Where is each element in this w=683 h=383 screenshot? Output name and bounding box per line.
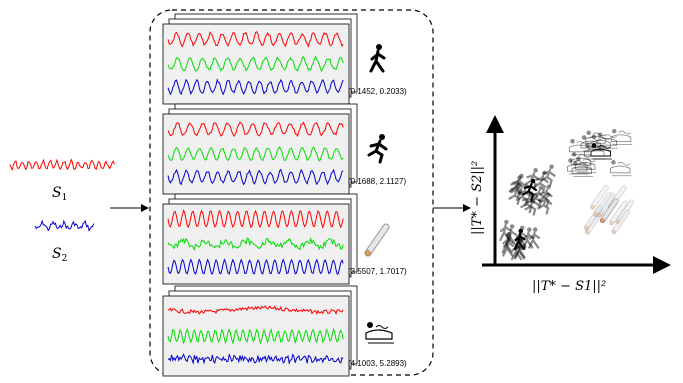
input-signal-s1 xyxy=(9,158,115,171)
running-person-icon xyxy=(537,184,553,207)
running-person-icon xyxy=(533,170,549,193)
sleep-cluster xyxy=(567,128,633,177)
run-cluster xyxy=(508,164,556,216)
channel-trace xyxy=(167,31,344,48)
rolling-pin-icon xyxy=(364,223,390,257)
channel-trace xyxy=(167,55,344,73)
channel-trace xyxy=(167,209,344,229)
walking-person-icon xyxy=(369,44,386,73)
rolling-pin-icon xyxy=(589,184,609,210)
sample-coords: (0.1452, 0.2033) xyxy=(348,87,407,96)
rolling-pin-icon xyxy=(615,199,635,225)
walking-person-icon xyxy=(504,224,517,246)
walking-person-icon xyxy=(499,219,512,242)
channel-trace xyxy=(167,305,344,316)
s2-waveform xyxy=(34,219,95,232)
sleeping-person-icon xyxy=(570,152,593,169)
running-person-icon xyxy=(540,164,556,187)
walking-person-icon xyxy=(502,235,515,257)
sample-coords: (4.1003, 5.2893) xyxy=(348,359,407,368)
walk-cluster xyxy=(499,219,541,261)
rolling-pin-icon xyxy=(593,192,612,218)
rolling-pin-cluster xyxy=(583,184,635,235)
running-person-icon xyxy=(522,178,538,201)
channel-trace xyxy=(167,168,344,186)
sleeping-person-icon xyxy=(365,322,394,344)
running-person-icon xyxy=(537,192,553,215)
s1-waveform xyxy=(9,158,115,171)
rolling-pin-icon xyxy=(599,198,619,224)
sleeping-person-icon xyxy=(590,134,612,151)
sleeping-person-icon xyxy=(610,160,632,177)
walking-person-icon xyxy=(501,232,514,254)
sleeping-person-icon xyxy=(571,160,594,177)
sleeping-person-icon xyxy=(567,158,589,175)
channel-trace xyxy=(167,146,344,162)
s2-label: S2 xyxy=(52,246,67,264)
sleeping-person-icon xyxy=(569,139,591,156)
running-person-icon xyxy=(529,185,545,208)
y-axis-label: ||T* − S2||² xyxy=(470,161,485,235)
walking-person-icon xyxy=(522,227,535,249)
rolling-pin-icon xyxy=(583,205,603,231)
rolling-pin-icon xyxy=(596,192,615,218)
running-person-icon xyxy=(508,182,524,206)
channel-trace xyxy=(167,236,344,251)
x-axis-label: ||T* − S1||² xyxy=(532,279,606,294)
walking-person-icon xyxy=(513,228,526,251)
rolling-pin-icon xyxy=(609,200,628,226)
running-person-icon xyxy=(510,173,526,196)
input-signal-s2 xyxy=(34,219,95,232)
sleeping-person-icon xyxy=(590,143,612,160)
channel-trace xyxy=(167,327,344,345)
s1-label: S1 xyxy=(52,185,67,203)
embedding-plot: ||T* − S2||² ||T* − S1||² xyxy=(470,115,671,294)
walking-person-icon xyxy=(528,227,541,249)
rolling-pin-icon xyxy=(611,209,631,235)
rolling-pin-icon xyxy=(584,209,604,235)
running-person-icon xyxy=(508,175,524,198)
sample-card: (4.1003, 5.2893) xyxy=(162,285,407,377)
sample-card: (0.1452, 0.2033) xyxy=(162,13,407,105)
channel-trace xyxy=(167,258,344,275)
sample-card: (3.5507, 1.7017) xyxy=(162,193,407,285)
sample-coords: (0.1688, 2.1127) xyxy=(348,177,406,186)
running-person-icon xyxy=(367,134,388,164)
channel-trace xyxy=(167,78,344,96)
sample-card: (0.1688, 2.1127) xyxy=(162,103,406,195)
channel-trace xyxy=(167,353,344,365)
sleeping-person-icon xyxy=(610,128,633,145)
sample-coords: (3.5507, 1.7017) xyxy=(348,267,407,276)
channel-trace xyxy=(167,121,344,138)
sample-cards: (0.1452, 0.2033) (0.1688, 2.1127) (3.5507,… xyxy=(162,13,407,377)
sleeping-person-icon xyxy=(574,156,597,173)
